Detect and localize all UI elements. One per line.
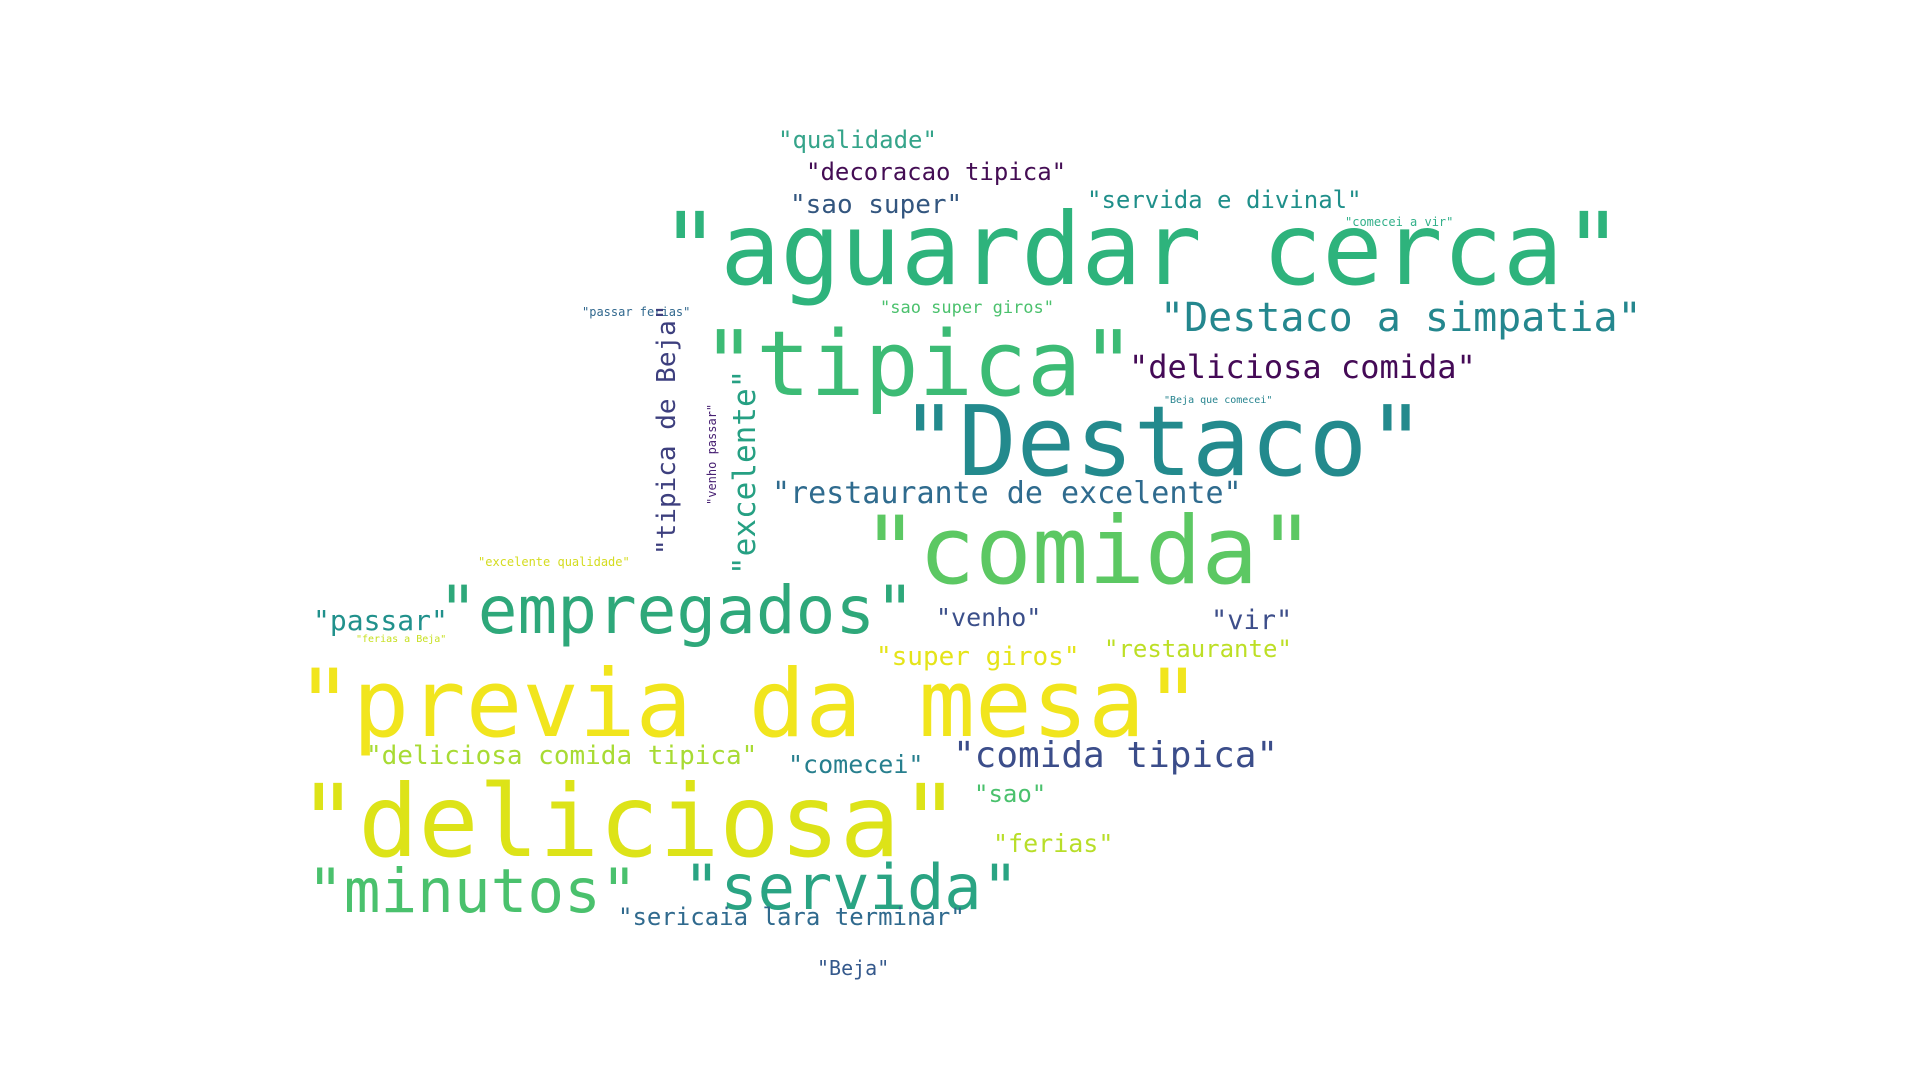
word-venho-passar: "venho passar" [705,403,719,505]
word-destaco-a-simpatia: "Destaco a simpatia" [1160,295,1642,341]
word-passar-ferias: "passar ferias" [582,305,691,319]
word-servida: "servida" [683,851,1019,924]
word-aguardar-cerca: "aguardar cerca" [660,191,1624,308]
word-venho: "venho" [936,603,1042,632]
word-restaurante: "restaurante" [1104,635,1292,663]
word-previa-da-mesa: "previa da mesa" [296,650,1202,759]
word-excelente-qualidade: "excelente qualidade" [478,555,630,569]
word-ferias-a-beja: "ferias a Beja" [356,634,447,645]
word-tipica: "tipica" [702,312,1136,417]
word-decoracao-tipica: "decoracao tipica" [806,158,1067,186]
word-excelente: "excelente" [727,369,763,575]
word-comecei-a-vir: "comecei a vir" [1345,215,1454,229]
word-deliciosa: "deliciosa" [298,763,961,880]
word-deliciosa-comida-tipica: "deliciosa comida tipica" [366,741,758,771]
word-sao-super: "sao super" [790,190,963,220]
word-ferias: "ferias" [993,829,1114,858]
word-tipica-de-beja: "tipica de Beja" [652,304,682,555]
word-restaurante-de-excelente: "restaurante de excelente" [772,476,1242,511]
word-comida: "comida" [862,497,1315,606]
word-sericaia-lara-terminar: "sericaia lara terminar" [618,903,965,931]
word-beja-que-comecei: "Beja que comecei" [1164,395,1273,406]
word-passar: "passar" [313,604,448,637]
word-deliciosa-comida: "deliciosa comida" [1129,348,1476,386]
word-qualidade: "qualidade" [778,126,937,154]
word-super-giros: "super giros" [876,642,1080,672]
word-sao: "sao" [974,780,1047,808]
word-minutos: "minutos" [307,856,638,927]
word-comecei: "comecei" [788,750,924,779]
word-sao-super-giros: "sao super giros" [880,298,1054,318]
word-servida-e-divinal: "servida e divinal" [1087,186,1362,214]
word-comida-tipica: "comida tipica" [953,735,1279,776]
word-destaco: "Destaco" [900,385,1426,498]
word-vir: "vir" [1211,605,1293,636]
word-beja: "Beja" [817,956,890,980]
word-empregados: "empregados" [438,572,915,649]
